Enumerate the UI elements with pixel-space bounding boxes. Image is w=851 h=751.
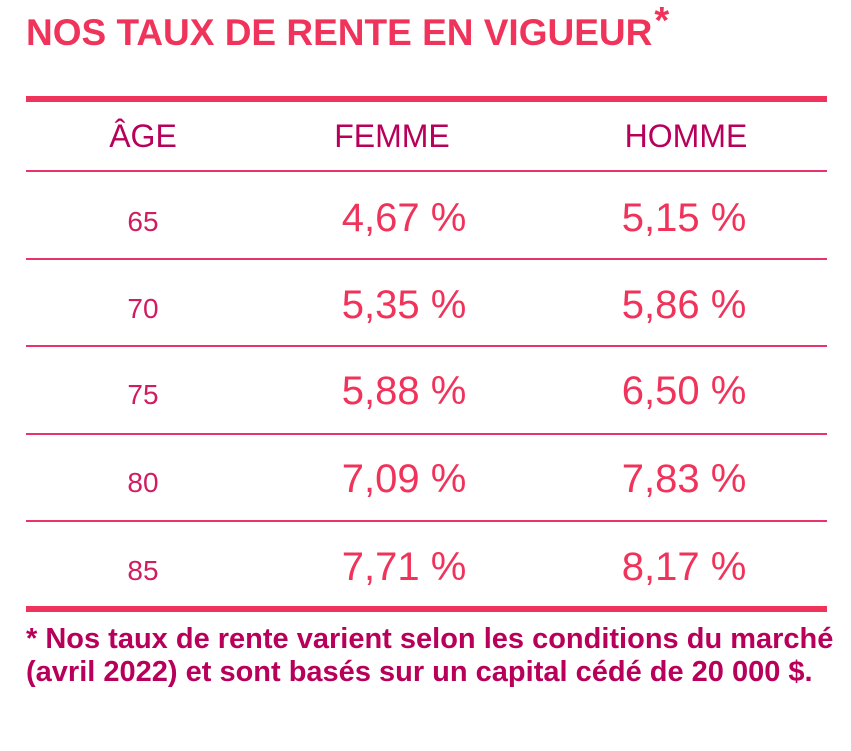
homme-rate-cell: 6,50 % xyxy=(621,369,747,413)
age-cell: 70 xyxy=(127,293,159,324)
row-divider xyxy=(26,520,827,522)
homme-rate-cell: 5,86 % xyxy=(621,283,747,327)
row-divider xyxy=(26,258,827,260)
homme-rate-cell: 7,83 % xyxy=(621,457,747,501)
femme-rate-cell: 5,35 % xyxy=(341,283,467,327)
femme-rate-cell: 4,67 % xyxy=(341,196,467,240)
asterisk-mark: * xyxy=(654,0,670,42)
header-homme: HOMME xyxy=(624,118,748,154)
homme-rate-cell: 5,15 % xyxy=(621,196,747,240)
page-title-text: NOS TAUX DE RENTE EN VIGUEUR xyxy=(26,12,653,53)
age-cell: 85 xyxy=(127,555,159,586)
header-age: ÂGE xyxy=(109,118,177,154)
row-divider xyxy=(26,170,827,172)
page-title: NOS TAUX DE RENTE EN VIGUEUR* xyxy=(26,0,669,55)
femme-rate-cell: 7,09 % xyxy=(341,457,467,501)
row-divider xyxy=(26,345,827,347)
femme-rate-cell: 5,88 % xyxy=(341,369,467,413)
table-top-rule xyxy=(26,96,827,102)
header-femme: FEMME xyxy=(334,118,450,154)
femme-rate-cell: 7,71 % xyxy=(341,545,467,589)
age-cell: 80 xyxy=(127,467,159,498)
homme-rate-cell: 8,17 % xyxy=(621,545,747,589)
table-bottom-rule xyxy=(26,606,827,612)
row-divider xyxy=(26,433,827,435)
age-cell: 65 xyxy=(127,206,159,237)
age-cell: 75 xyxy=(127,379,159,410)
footnote: * Nos taux de rente varient selon les co… xyxy=(26,623,834,688)
